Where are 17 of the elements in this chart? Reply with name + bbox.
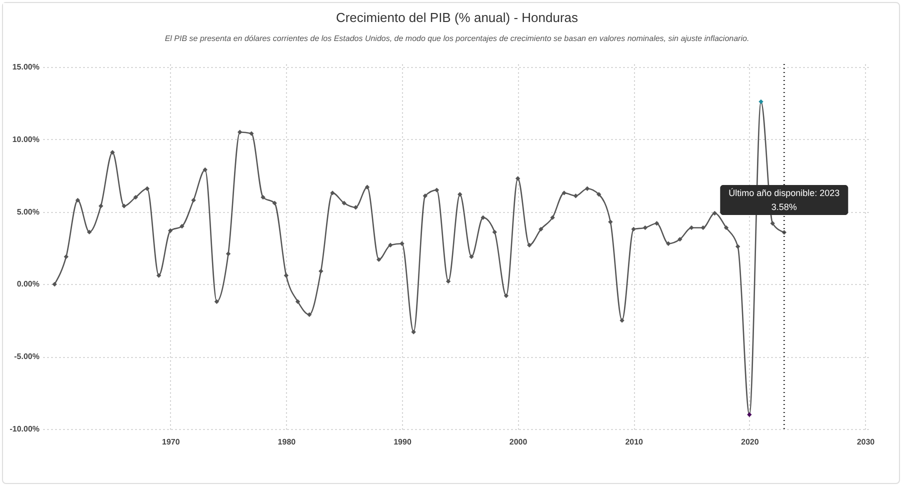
x-tick-label: 1970: [162, 438, 180, 446]
x-tick-label: 1980: [278, 438, 296, 446]
y-tick-label: 0.00%: [16, 280, 40, 289]
y-tick-label: -5.00%: [14, 352, 40, 362]
x-tick-label: 1990: [394, 438, 412, 446]
annotation: 3.58%: [771, 202, 797, 212]
y-tick-label: -10.00%: [10, 424, 40, 434]
x-tick-label: 2030: [856, 438, 876, 446]
x-tick-label: 2010: [625, 438, 644, 446]
chart-subtitle: El PIB se presenta en dólares corrientes de los Estados Unidos, de modo que los porcentajes de crecimiento se basan en valores nominales, sin ajuste inflacionario.: [164, 34, 750, 43]
y-tick-label: 5.00%: [16, 207, 40, 216]
y-tick-label: 10.00%: [12, 134, 40, 144]
chart-title: Crecimiento del PIB (% anual) - Honduras: [336, 10, 579, 25]
x-tick-label: 2000: [509, 438, 528, 446]
ref-line-label: Último año disponible: 2023: [728, 188, 840, 198]
y-tick-label: 15.00%: [12, 62, 40, 72]
x-tick-label: 2020: [741, 438, 760, 446]
